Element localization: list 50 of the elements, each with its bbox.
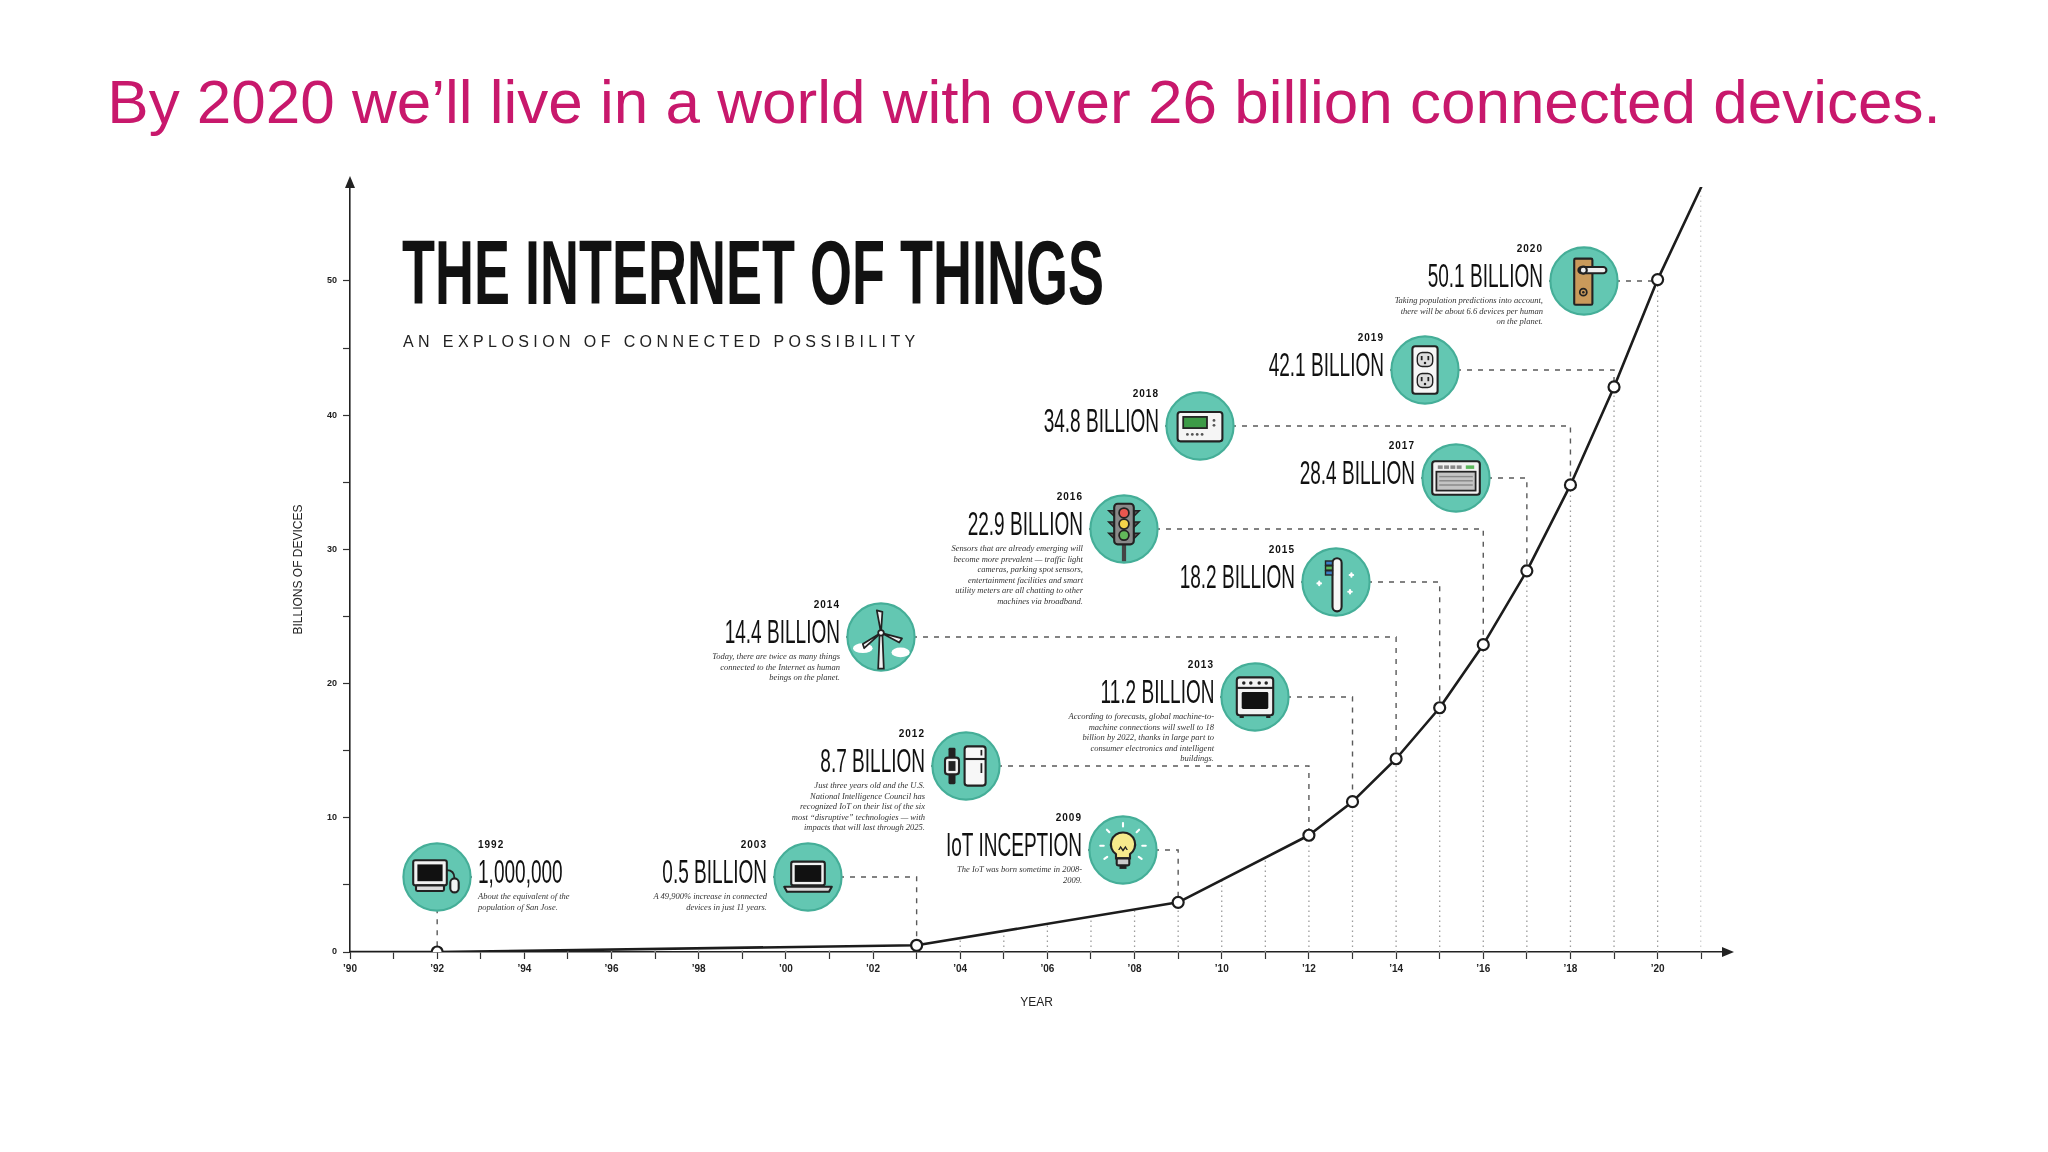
x-tick-label: ’10 <box>1214 962 1230 974</box>
y-tick-label: 20 <box>326 678 337 689</box>
point <box>910 938 924 952</box>
annotation: 2016 22.9 BILLION Sensors that are already emerging will become more prevalent — traffic light cameras, parking spot sensors, entertainment facilities and smart utility meters are all chatting to other machines via broadband. <box>950 491 1083 606</box>
x-tick-label: ’06 <box>1040 962 1055 974</box>
point <box>1476 638 1490 652</box>
point <box>1389 752 1403 766</box>
text: AN EXPLOSION OF CONNECTED POSSIBILITY <box>403 333 920 350</box>
point <box>1563 478 1578 492</box>
annotation: 2003 0.5 BILLION A 49,900% increase in connected devices in just 11 years. <box>652 839 767 912</box>
annotation: 2015 18.2 BILLION <box>1179 544 1295 595</box>
annotation: 2020 50.1 BILLION Taking population predictions into account, there will be about 6.6 devices per human on the planet. <box>1393 243 1543 327</box>
y-tick-label: 0 <box>331 946 337 957</box>
x-tick-label: ’92 <box>430 962 445 974</box>
x-tick-label: ’94 <box>517 962 532 974</box>
y-tick-label: 10 <box>326 812 337 823</box>
chart-title: THE INTERNET OF THINGS <box>402 223 1104 323</box>
y-tick-label: 40 <box>326 409 337 420</box>
text: By 2020 we’ll live in a world with over 26 billion connected devices. <box>106 66 1942 138</box>
annotation: 2013 11.2 BILLION According to forecasts, global machine-to-machine connections will swell to 18 billion by 2022, thanks in large part to consumer electronics and intelligent buildings. <box>1068 659 1214 764</box>
point <box>1433 701 1447 715</box>
annotation: 2009 IoT INCEPTION The IoT was born sometime in 2008-2009. <box>944 812 1082 885</box>
annotation: 2017 28.4 BILLION <box>1299 440 1415 491</box>
x-tick-label: ’08 <box>1127 962 1142 974</box>
x-tick-label: ’14 <box>1389 962 1404 974</box>
y-tick-label: 50 <box>326 275 337 286</box>
x-tick-label: ’20 <box>1650 962 1666 974</box>
x-tick-label: ’00 <box>778 962 794 974</box>
x-tick-label: ’02 <box>866 962 881 974</box>
x-tick-label: ’18 <box>1563 962 1578 974</box>
point <box>1345 795 1360 809</box>
x-tick-label: ’98 <box>691 962 707 974</box>
point <box>1520 564 1534 578</box>
x-tick-label: ’96 <box>604 962 619 974</box>
x-tick-label: ’04 <box>953 962 968 974</box>
point <box>1651 273 1665 287</box>
annotation: 2012 8.7 BILLION Just three years old and the U.S. National Intelligence Council has recognized IoT on their list of the six most “disruptive” technologies — with impacts that will last through 2025. <box>790 728 925 833</box>
y-tick-label: 30 <box>326 543 337 554</box>
point <box>1302 828 1316 842</box>
x-axis-title: YEAR <box>1020 995 1054 1010</box>
point <box>1607 380 1621 394</box>
y-axis-title: BILLIONS OF DEVICES <box>290 504 305 635</box>
x-tick-label: ’12 <box>1301 962 1317 974</box>
point <box>1171 895 1185 909</box>
x-tick-label: ’90 <box>343 962 358 974</box>
x-tick-label: ’16 <box>1476 962 1491 974</box>
annotation: 2018 34.8 BILLION <box>1043 388 1159 439</box>
annotation: 2019 42.1 BILLION <box>1268 332 1384 383</box>
annotation: 1992 1,000,000 About the equivalent of the population of San Jose. <box>478 839 571 912</box>
annotation: 2014 14.4 BILLION Today, there are twice as many things connected to the Internet as human beings on the planet. <box>711 599 840 683</box>
